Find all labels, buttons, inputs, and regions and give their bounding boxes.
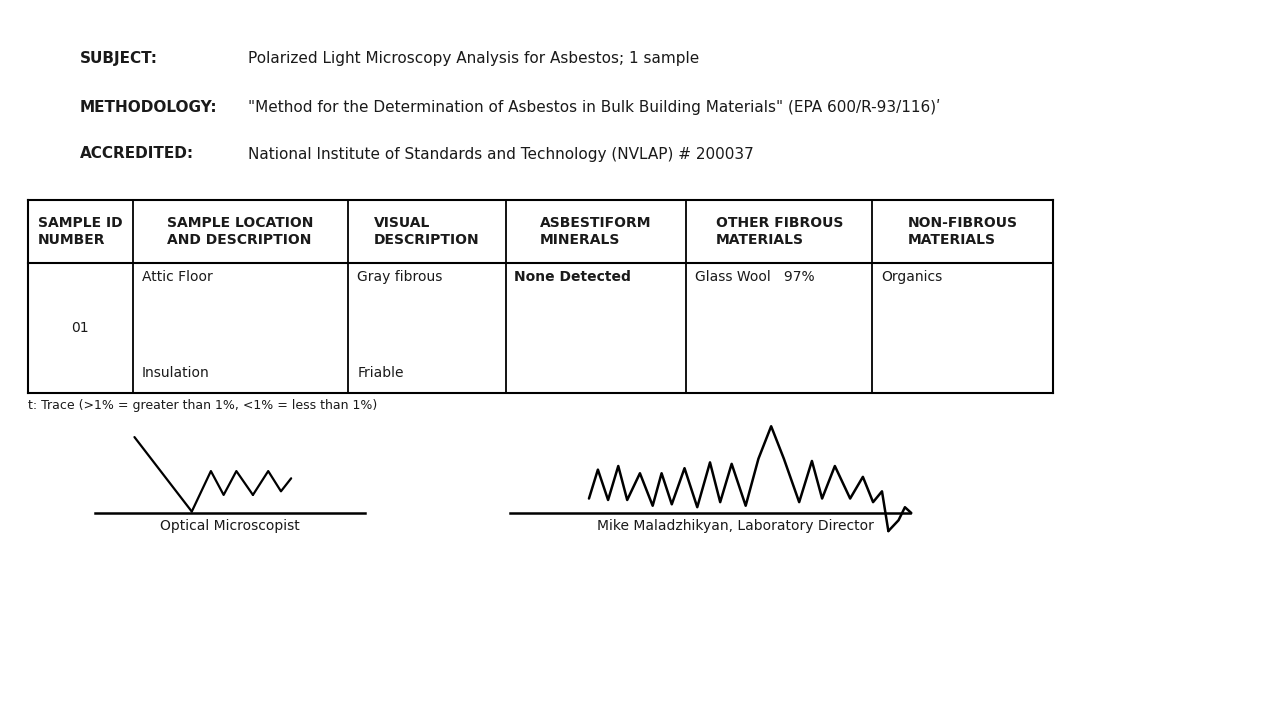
- Text: Optical Microscopist: Optical Microscopist: [161, 519, 299, 533]
- Text: Attic Floor: Attic Floor: [141, 270, 213, 284]
- Text: Polarized Light Microscopy Analysis for Asbestos; 1 sample: Polarized Light Microscopy Analysis for …: [248, 51, 699, 66]
- Text: Mike Maladzhikyan, Laboratory Director: Mike Maladzhikyan, Laboratory Director: [598, 519, 874, 533]
- Text: SAMPLE LOCATION
AND DESCRIPTION: SAMPLE LOCATION AND DESCRIPTION: [167, 216, 313, 247]
- Text: SAMPLE ID
NUMBER: SAMPLE ID NUMBER: [38, 216, 122, 247]
- Text: SUBJECT:: SUBJECT:: [80, 51, 158, 66]
- Text: Gray fibrous: Gray fibrous: [357, 270, 442, 284]
- Text: Insulation: Insulation: [141, 366, 209, 380]
- Text: National Institute of Standards and Technology (NVLAP) # 200037: National Institute of Standards and Tech…: [248, 147, 754, 161]
- Text: VISUAL
DESCRIPTION: VISUAL DESCRIPTION: [375, 216, 480, 247]
- Text: Glass Wool   97%: Glass Wool 97%: [696, 270, 814, 284]
- Text: METHODOLOGY:: METHODOLOGY:: [80, 100, 218, 114]
- Text: None Detected: None Detected: [515, 270, 632, 284]
- Text: t: Trace (>1% = greater than 1%, <1% = less than 1%): t: Trace (>1% = greater than 1%, <1% = l…: [28, 399, 377, 412]
- Text: NON-FIBROUS
MATERIALS: NON-FIBROUS MATERIALS: [908, 216, 1018, 247]
- Text: ACCREDITED:: ACCREDITED:: [80, 147, 194, 161]
- Text: "Method for the Determination of Asbestos in Bulk Building Materials" (EPA 600/R: "Method for the Determination of Asbesto…: [248, 99, 940, 115]
- Text: 01: 01: [71, 321, 89, 335]
- Text: OTHER FIBROUS
MATERIALS: OTHER FIBROUS MATERIALS: [716, 216, 843, 247]
- Text: Organics: Organics: [882, 270, 943, 284]
- Text: Friable: Friable: [357, 366, 404, 380]
- Text: ASBESTIFORM
MINERALS: ASBESTIFORM MINERALS: [540, 216, 651, 247]
